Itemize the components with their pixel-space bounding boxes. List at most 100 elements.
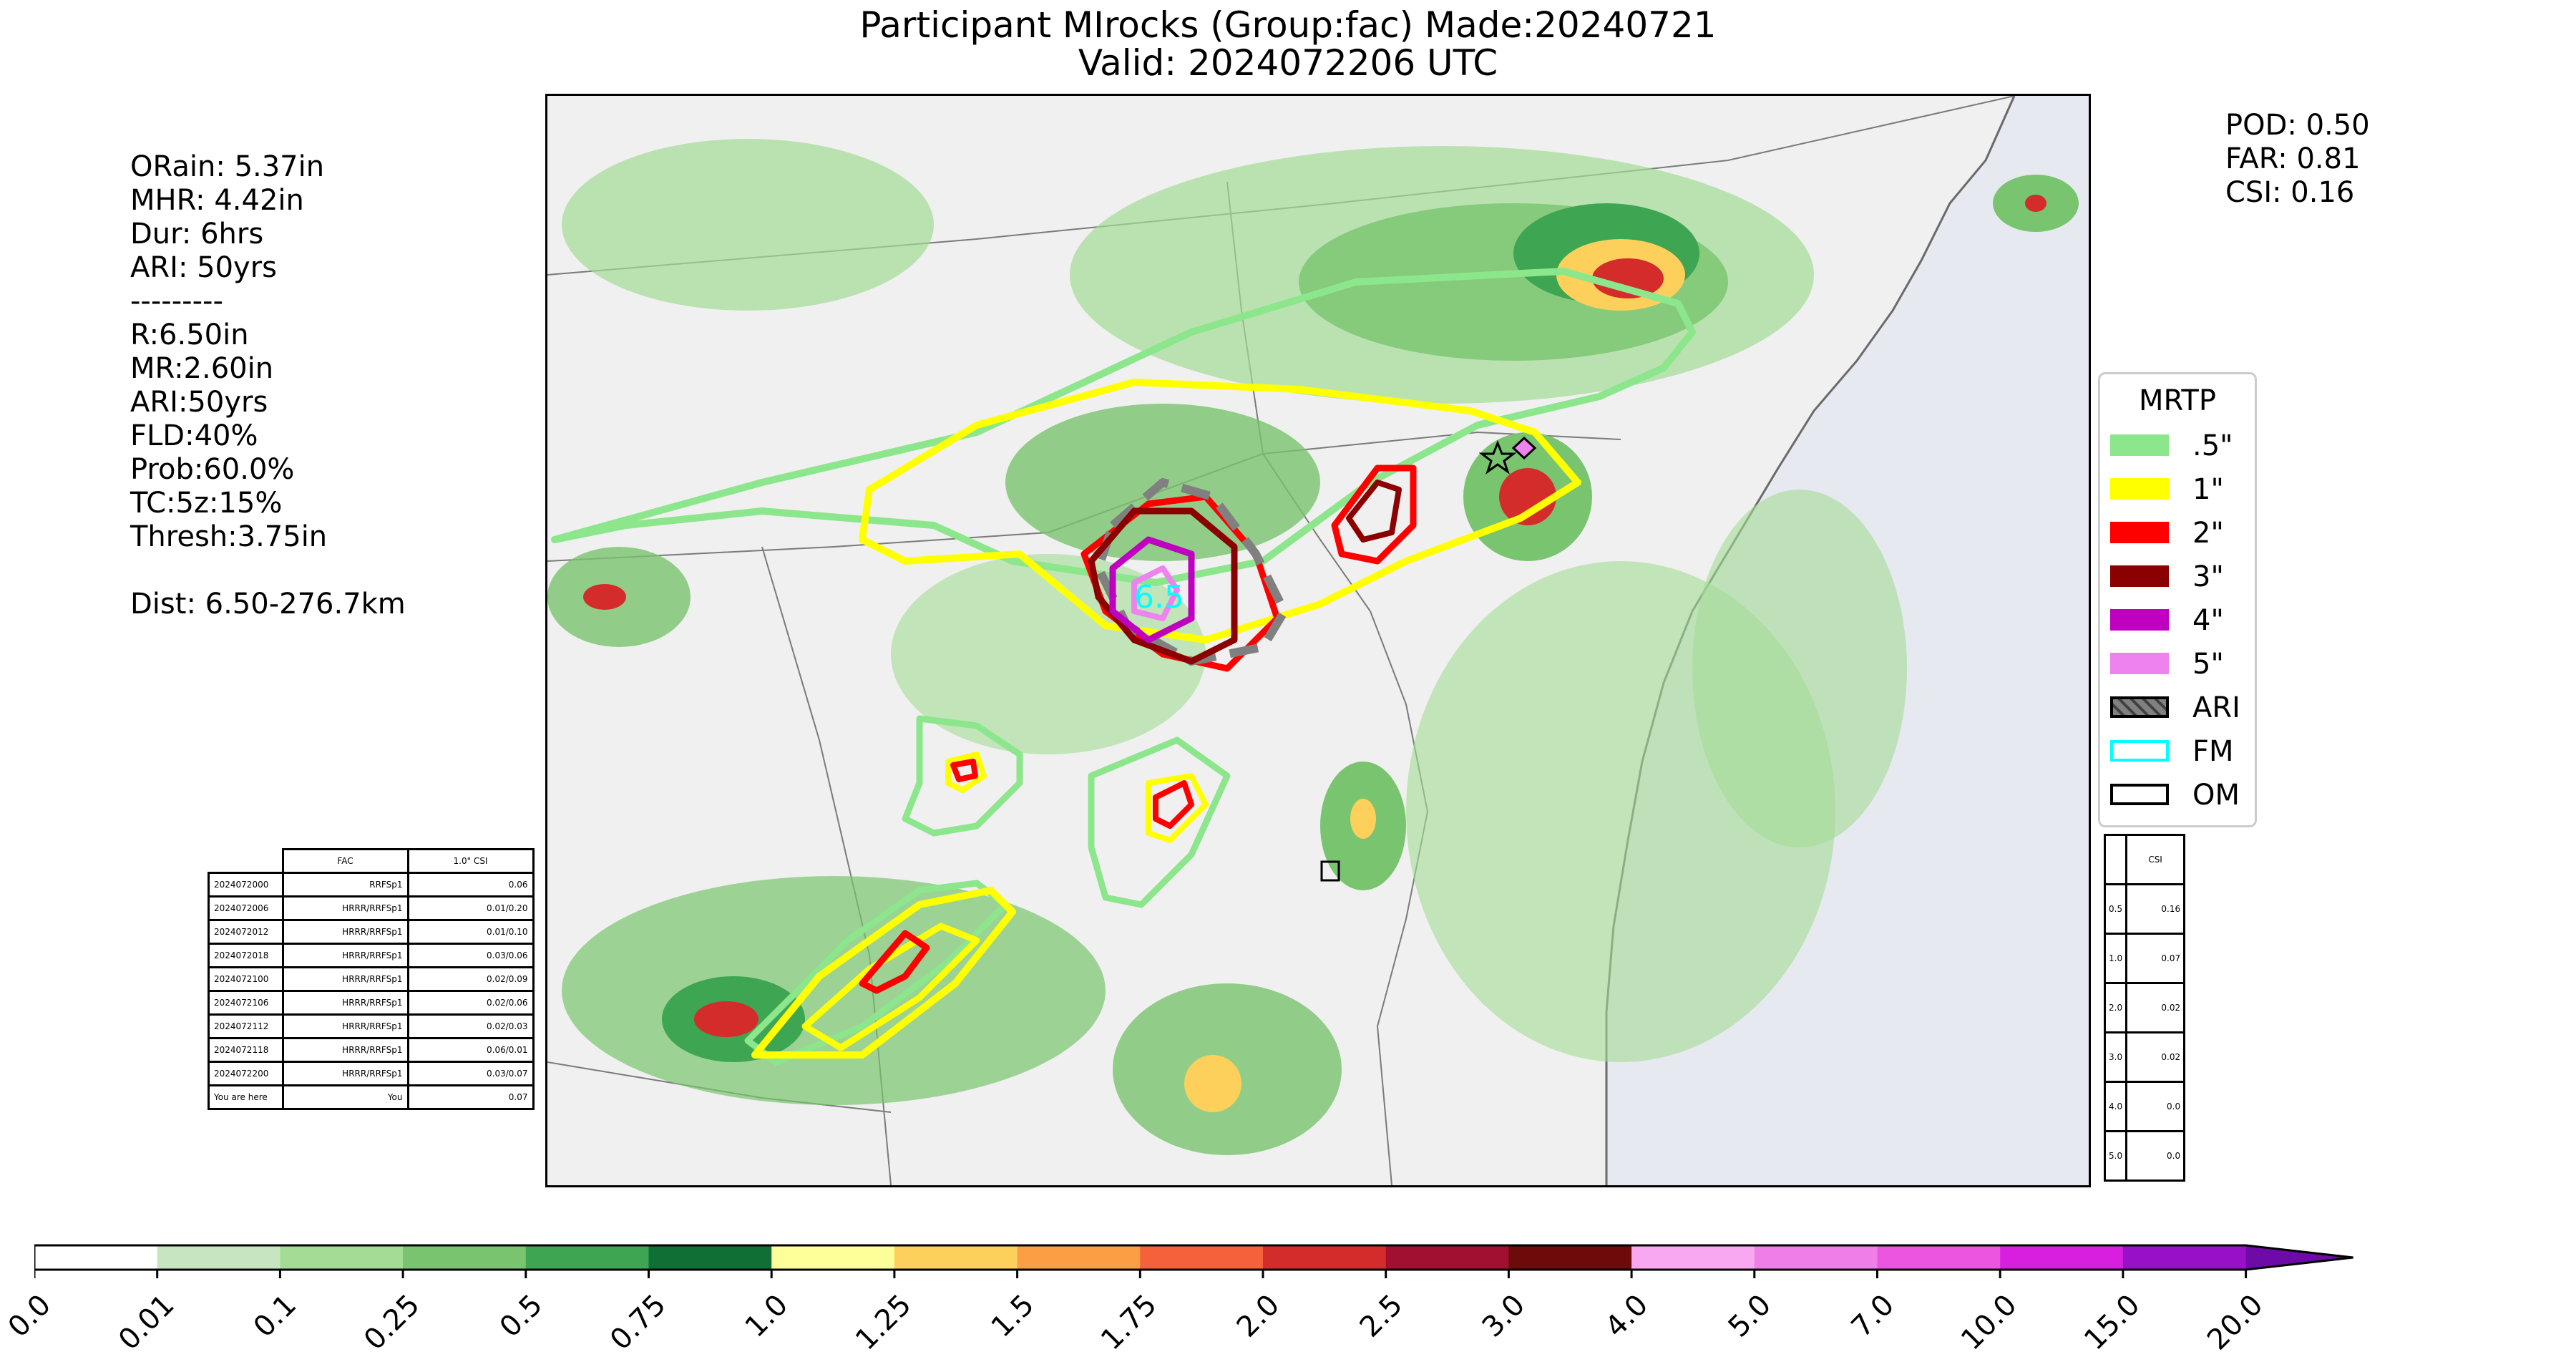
colorbar-tick-label: 2.0 [1230, 1288, 1287, 1344]
history-cell: 2024072100 [208, 966, 284, 992]
csi-row: 4.0 0.0 [2103, 1081, 2186, 1132]
precipitation-map[interactable]: 6.5 [545, 94, 2091, 1187]
colorbar-tick-label: 4.0 [1599, 1288, 1655, 1344]
history-cell: HRRR/RRFSp1 [281, 990, 409, 1016]
legend-swatch [2110, 565, 2169, 587]
legend-swatch [2110, 696, 2169, 718]
contour-1in-southwest [751, 887, 1016, 1059]
legend-label: 4" [2192, 604, 2224, 637]
history-csi-table: FAC 1.0" CSI 2024072000 RRFSp1 0.06 202407200… [208, 848, 535, 1110]
history-row: 2024072200 HRRR/RRFSp1 0.03/0.07 [208, 1061, 535, 1086]
history-header-cell: FAC [281, 848, 409, 874]
colorbar-tick-label: 15.0 [2077, 1288, 2147, 1357]
history-cell: HRRR/RRFSp1 [281, 966, 409, 992]
verification-line: CSI: 0.16 [2225, 176, 2355, 209]
fm-label: 6.5 [1134, 579, 1184, 616]
colorbar-tick-label: 0.5 [493, 1288, 549, 1344]
history-cell: HRRR/RRFSp1 [281, 1061, 409, 1086]
contour-2in-northeast [1331, 465, 1417, 565]
contour-1in [859, 379, 1581, 643]
contour-5in [1131, 565, 1180, 621]
colorbar-tick-label: 1.75 [1095, 1288, 1163, 1357]
stat-line: ORain: 5.37in [130, 150, 325, 183]
legend-label: 1" [2192, 473, 2224, 506]
colorbar-segment [525, 1245, 649, 1270]
history-cell: 0.02/0.03 [406, 1013, 535, 1039]
colorbar-segment [1754, 1245, 1878, 1270]
history-cell: HRRR/RRFSp1 [281, 895, 409, 921]
stat-line: FLD:40% [130, 419, 258, 452]
legend-swatch [2110, 784, 2169, 805]
history-cell: 0.02/0.06 [406, 990, 535, 1016]
precip-colorbar: 0.0 0.01 0.1 0.25 0.5 0.75 1.0 1.25 1.5 1.75 2.0 2.… [2, 1238, 2360, 1357]
stat-line: Prob:60.0% [130, 453, 295, 486]
history-cell: You are here [208, 1084, 284, 1110]
colorbar-segment [894, 1245, 1018, 1270]
colorbar-segment [1508, 1245, 1632, 1270]
stat-line: TC:5z:15% [130, 487, 283, 520]
history-cell: 2024072118 [208, 1037, 284, 1063]
history-header-cell: 1.0" CSI [406, 848, 535, 874]
colorbar-tick-label: 0.25 [358, 1288, 426, 1357]
history-row: 2024072000 RRFSp1 0.06 [208, 872, 535, 898]
history-cell: 2024072106 [208, 990, 284, 1016]
legend-swatch [2110, 609, 2169, 631]
history-cell: 0.03/0.06 [406, 943, 535, 968]
history-header-cell [208, 849, 284, 874]
contour-2in-south-b [1153, 780, 1194, 829]
csi-row: 1.0 0.07 [2103, 933, 2186, 984]
colorbar-segment [1877, 1245, 2001, 1270]
legend-label: 5" [2192, 648, 2224, 681]
history-cell: 0.06 [406, 872, 535, 898]
colorbar-segment [2122, 1245, 2247, 1270]
csi-cell: 2.0 [2103, 982, 2128, 1033]
csi-cell: 0.07 [2125, 933, 2186, 984]
csi-cell: 0.5 [2103, 883, 2128, 935]
stat-line: ARI: 50yrs [130, 251, 277, 284]
contour-2in-southwest [859, 930, 930, 994]
history-cell: 2024072012 [208, 919, 284, 945]
stat-line: --------- [130, 285, 223, 318]
csi-row: 5.0 0.0 [2103, 1130, 2186, 1182]
csi-cell: 0.16 [2125, 883, 2186, 935]
history-cell: HRRR/RRFSp1 [281, 943, 409, 968]
colorbar-tick-label: 7.0 [1845, 1288, 1901, 1344]
csi-row: 3.0 0.02 [2103, 1031, 2186, 1083]
colorbar-tick-label: 3.0 [1476, 1288, 1532, 1344]
om-marker-diamond [1511, 436, 1537, 460]
colorbar-tick-label: 1.5 [985, 1288, 1040, 1344]
map-svg: 6.5 [547, 96, 2089, 1185]
precip-shading [547, 139, 2079, 1155]
colorbar-segment [648, 1245, 772, 1270]
colorbar-segment [1385, 1245, 1509, 1270]
legend-swatch [2110, 740, 2169, 762]
history-cell: You [281, 1084, 409, 1110]
colorbar-segment [1017, 1245, 1141, 1270]
history-row: 2024072018 HRRR/RRFSp1 0.03/0.06 [208, 943, 535, 968]
history-row: You are here You 0.07 [208, 1084, 535, 1110]
legend-label: FM [2192, 735, 2234, 768]
history-cell: 2024072000 [208, 872, 284, 898]
colorbar-segment [771, 1245, 895, 1270]
stat-line [130, 554, 406, 588]
colorbar-tick-label: 20.0 [2200, 1288, 2270, 1357]
stat-line: Dur: 6hrs [130, 218, 264, 251]
verification-line: FAR: 0.81 [2225, 142, 2361, 175]
csi-cell: 0.0 [2125, 1130, 2186, 1182]
colorbar-tick-label: 1.25 [849, 1288, 918, 1357]
title-line-1: Participant MIrocks (Group:fac) Made:202… [859, 4, 1717, 46]
history-row: 2024072100 HRRR/RRFSp1 0.02/0.09 [208, 966, 535, 992]
legend-swatch [2110, 522, 2169, 543]
colorbar-segment [1631, 1245, 1755, 1270]
colorbar-segment [157, 1245, 280, 1270]
history-cell: 0.02/0.09 [406, 966, 535, 992]
history-row: 2024072118 HRRR/RRFSp1 0.06/0.01 [208, 1037, 535, 1063]
colorbar-tick-label: 1.0 [738, 1288, 795, 1344]
om-marker-star [1478, 439, 1517, 475]
legend-label: .5" [2192, 429, 2233, 462]
threshold-csi-table: CSI 0.5 0.16 1.0 0.07 2.0 0.02 3.0 0.02 4.0 0.0 5.0… [2103, 834, 2186, 1182]
history-row: 2024072006 HRRR/RRFSp1 0.01/0.20 [208, 895, 535, 921]
stat-line: MR:2.60in [130, 352, 274, 385]
history-cell: 0.07 [406, 1084, 535, 1110]
stat-line: R:6.50in [130, 318, 249, 351]
